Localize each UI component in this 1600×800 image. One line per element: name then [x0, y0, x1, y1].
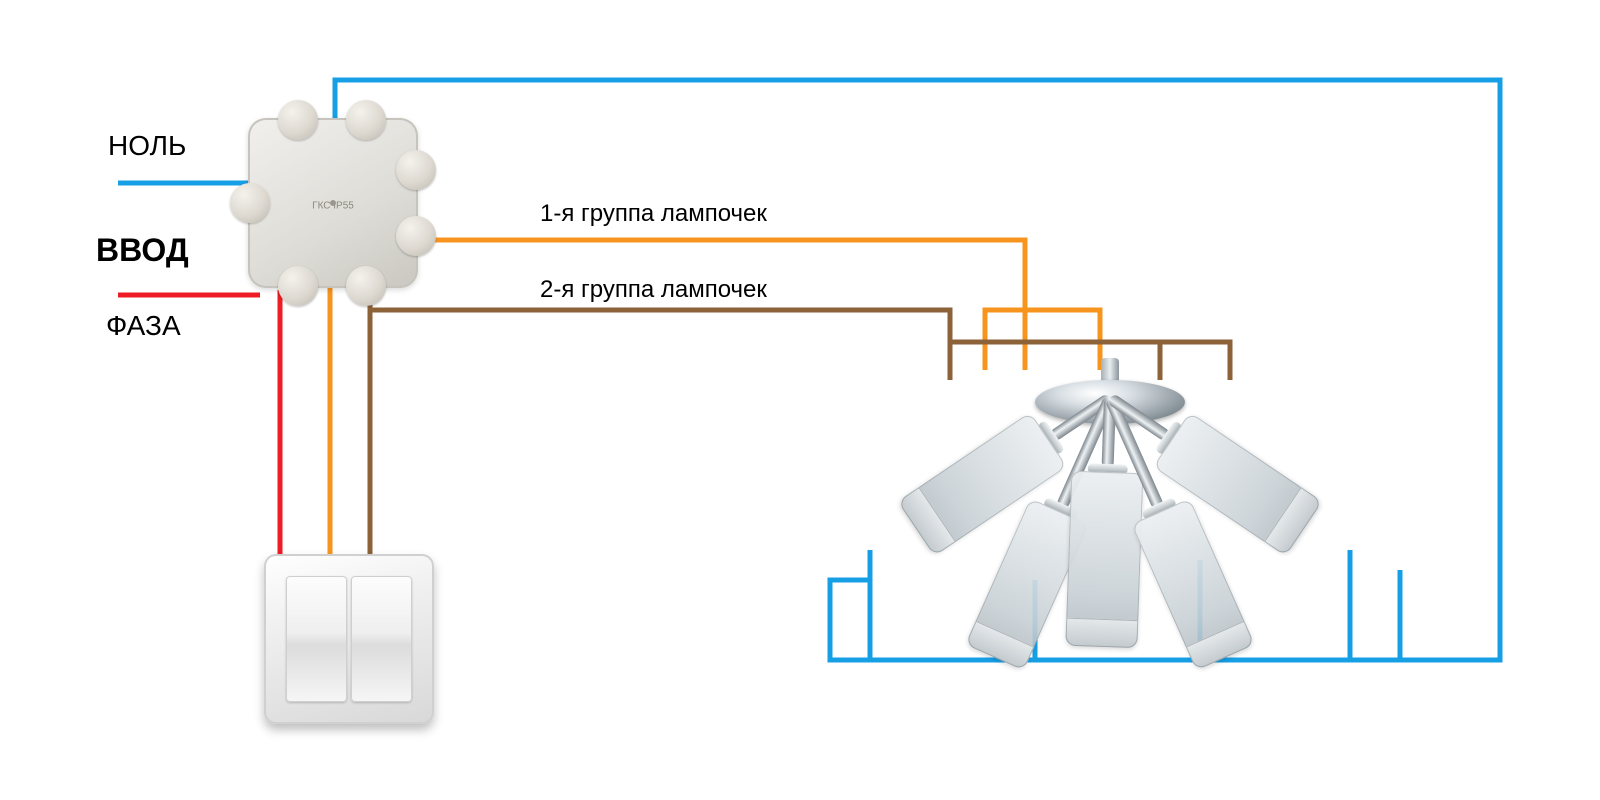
wall-switch [264, 554, 434, 724]
switch-rocker-1 [286, 576, 347, 702]
junction-box-port [230, 183, 270, 223]
junction-box-port [396, 216, 436, 256]
wiring-diagram: { "canvas": { "width": 1600, "height": 8… [0, 0, 1600, 800]
switch-rocker-2 [351, 576, 412, 702]
junction-box-port [346, 100, 386, 140]
junction-box-port [346, 266, 386, 306]
label-group2: 2-я группа лампочек [540, 276, 767, 304]
junction-box-port [278, 100, 318, 140]
junction-box-port [396, 150, 436, 190]
label-input: ВВОД [96, 232, 189, 269]
label-group1: 1-я группа лампочек [540, 200, 767, 228]
junction-box: ГКС IP55 [248, 118, 418, 288]
label-neutral: НОЛЬ [108, 130, 186, 162]
junction-box-port [278, 266, 318, 306]
wires-layer [0, 0, 1600, 800]
junction-box-marking: ГКС IP55 [312, 201, 354, 212]
label-phase: ФАЗА [106, 310, 181, 342]
wire-neutral_out [335, 80, 1500, 660]
